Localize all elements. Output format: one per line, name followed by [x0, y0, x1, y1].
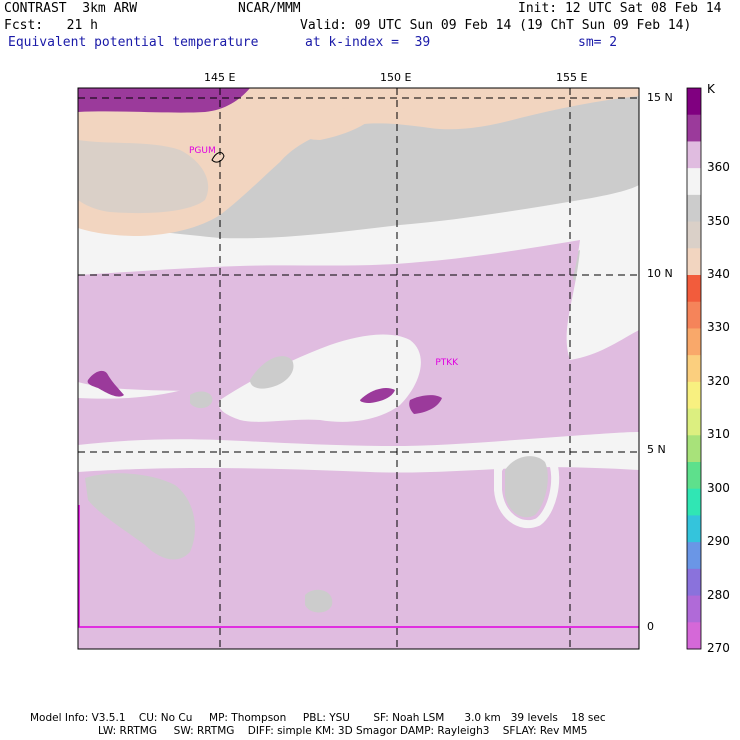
field-gray-blob-west	[85, 473, 195, 560]
colorbar-swatch	[687, 488, 701, 516]
init-time: Init: 12 UTC Sat 08 Feb 14	[518, 1, 722, 16]
field-layer	[78, 88, 639, 649]
smoothing: sm= 2	[578, 35, 618, 50]
lat-tick-label: 5 N	[647, 443, 666, 457]
colorbar-swatch	[687, 595, 701, 623]
colorbar-swatch	[687, 622, 701, 650]
colorbar-label: 360	[707, 160, 730, 175]
colorbar-swatch	[687, 515, 701, 543]
lon-tick-label: 150 E	[380, 71, 412, 84]
organization: NCAR/MMM	[238, 1, 301, 16]
colorbar-unit: K	[707, 82, 715, 96]
colorbar-label: 350	[707, 213, 730, 228]
model-info-line1: Model Info: V3.5.1 CU: No Cu MP: Thompso…	[30, 712, 606, 724]
field-white-ring-east	[494, 446, 560, 529]
colorbar-swatch	[687, 114, 701, 142]
field-peach-band	[78, 88, 639, 236]
colorbar-swatch	[687, 542, 701, 570]
colorbar-label: 270	[707, 641, 730, 655]
vertical-level: at k-index = 39	[305, 35, 431, 50]
colorbar-swatch	[687, 194, 701, 223]
station-label: PGUM	[188, 146, 216, 157]
field-peach-tail	[299, 108, 380, 140]
colorbar-label: 340	[707, 267, 730, 281]
map-frame	[77, 87, 640, 650]
field-purple-west	[87, 370, 124, 397]
colorbar-swatch	[687, 168, 701, 196]
model-info-line2: LW: RRTMG SW: RRTMG DIFF: simple KM: 3D …	[98, 725, 588, 737]
colorbar-swatch	[687, 381, 701, 410]
field-gray-peach-inner	[78, 140, 209, 214]
forecast-hour: Fcst: 21 h	[4, 18, 98, 33]
lat-tick-label: 15 N	[647, 91, 673, 104]
colorbar-label: 310	[707, 427, 730, 442]
colorbar-label: 320	[707, 373, 730, 388]
colorbar-swatch	[687, 462, 701, 490]
guam-coast	[211, 152, 225, 163]
valid-time: Valid: 09 UTC Sun 09 Feb 14 (19 ChT Sun …	[300, 18, 692, 33]
lat-tick-label: 0	[647, 620, 654, 633]
colorbar-swatch	[687, 88, 701, 116]
station-label: PTKK	[435, 358, 459, 369]
field-gray-blob-small	[190, 391, 213, 409]
colorbar-label: 300	[707, 480, 730, 495]
field-name: Equivalent potential temperature	[8, 35, 259, 50]
field-purple-ptkk	[409, 395, 442, 414]
colorbar-swatch	[687, 275, 701, 303]
colorbar-label: 330	[707, 320, 730, 335]
colorbar-swatch	[687, 328, 701, 356]
field-violet-central	[78, 240, 580, 391]
field-purple-guam	[78, 88, 250, 113]
colorbar-frame	[686, 87, 702, 650]
colorbar-swatch	[687, 568, 701, 597]
model-title: CONTRAST 3km ARW	[4, 1, 138, 16]
colorbar-swatch	[687, 141, 701, 169]
lon-tick-label: 155 E	[556, 71, 588, 84]
lon-tick-label: 145 E	[204, 71, 236, 84]
colorbar-swatch	[687, 355, 701, 383]
colorbar-swatch	[687, 301, 701, 329]
field-purple-center	[360, 388, 395, 403]
colorbar-swatch	[687, 248, 701, 276]
field-gray-blob-south	[305, 589, 333, 613]
field-gray-blob-center	[250, 356, 294, 389]
colorbar	[687, 88, 701, 650]
field-gray-blob-east	[505, 456, 548, 518]
colorbar-label: 280	[707, 587, 730, 602]
colorbar-swatch	[687, 221, 701, 249]
colorbar-label: 290	[707, 534, 730, 549]
lat-tick-label: 10 N	[647, 266, 673, 280]
colorbar-swatch	[687, 408, 701, 436]
colorbar-swatch	[687, 435, 701, 463]
